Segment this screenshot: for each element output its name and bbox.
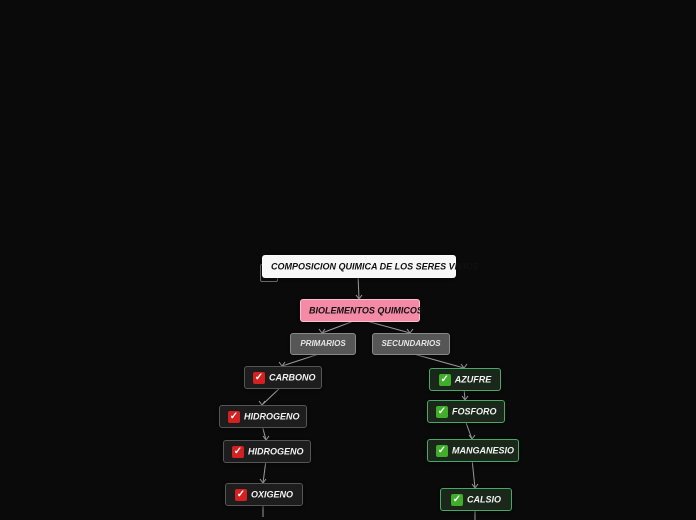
node-bio-label: BIOLEMENTOS QUIMICOS — [309, 306, 423, 316]
node-root-label: COMPOSICION QUIMICA DE LOS SERES VIVIOS — [271, 262, 479, 272]
node-primarios-label: PRIMARIOS — [300, 339, 345, 348]
node-manganesio[interactable]: ✓ MANGANESIO — [427, 439, 519, 462]
checkbox-green-icon: ✓ — [439, 374, 451, 386]
checkbox-red-icon: ✓ — [228, 411, 240, 423]
node-hidrogeno2[interactable]: ✓ HIDROGENO — [223, 440, 311, 463]
checkbox-red-icon: ✓ — [232, 446, 244, 458]
node-calsio-label: CALSIO — [467, 495, 501, 505]
node-hidrogeno-label: HIDROGENO — [244, 412, 300, 422]
node-oxigeno[interactable]: ✓ OXIGENO — [225, 483, 303, 506]
node-hidrogeno[interactable]: ✓ HIDROGENO — [219, 405, 307, 428]
node-fosforo-label: FOSFORO — [452, 407, 497, 417]
node-hidrogeno2-label: HIDROGENO — [248, 447, 304, 457]
node-carbono[interactable]: ✓ CARBONO — [244, 366, 322, 389]
checkbox-red-icon: ✓ — [253, 372, 265, 384]
node-secundarios[interactable]: SECUNDARIOS — [372, 333, 450, 355]
node-azufre-label: AZUFRE — [455, 375, 492, 385]
node-primarios[interactable]: PRIMARIOS — [290, 333, 356, 355]
checkbox-green-icon: ✓ — [451, 494, 463, 506]
checkbox-green-icon: ✓ — [436, 445, 448, 457]
node-manganesio-label: MANGANESIO — [452, 446, 514, 456]
node-azufre[interactable]: ✓ AZUFRE — [429, 368, 501, 391]
checkbox-red-icon: ✓ — [235, 489, 247, 501]
node-calsio[interactable]: ✓ CALSIO — [440, 488, 512, 511]
node-root[interactable]: COMPOSICION QUIMICA DE LOS SERES VIVIOS — [262, 255, 456, 278]
checkbox-green-icon: ✓ — [436, 406, 448, 418]
node-bio[interactable]: BIOLEMENTOS QUIMICOS — [300, 299, 420, 322]
node-oxigeno-label: OXIGENO — [251, 490, 293, 500]
node-fosforo[interactable]: ✓ FOSFORO — [427, 400, 505, 423]
node-secundarios-label: SECUNDARIOS — [381, 339, 440, 348]
node-carbono-label: CARBONO — [269, 373, 316, 383]
